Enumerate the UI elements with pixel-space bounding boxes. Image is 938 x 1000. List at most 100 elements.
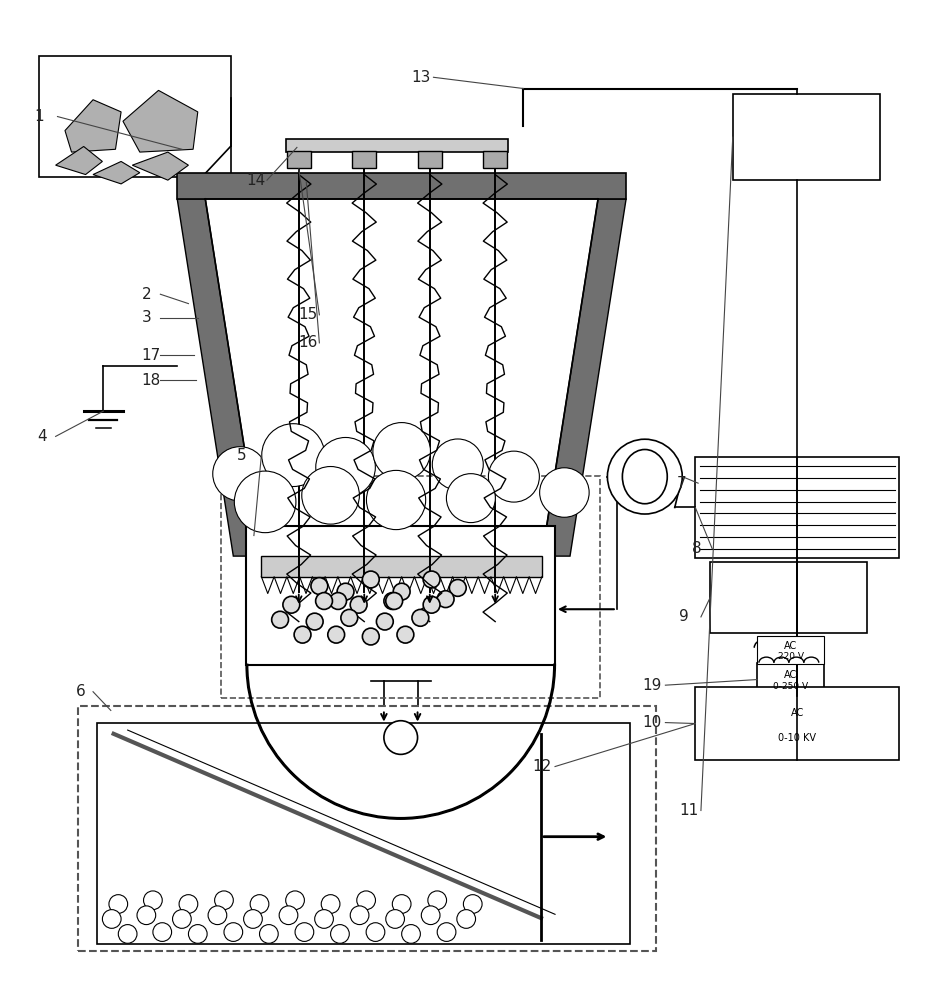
Bar — [757, 663, 825, 696]
Bar — [417, 151, 442, 168]
Bar — [247, 526, 555, 665]
Circle shape — [234, 471, 295, 533]
Circle shape — [463, 895, 482, 913]
Bar — [483, 151, 507, 168]
Text: AC: AC — [784, 670, 797, 680]
Circle shape — [421, 906, 440, 925]
Polygon shape — [65, 100, 121, 152]
Circle shape — [384, 593, 401, 609]
Circle shape — [327, 626, 344, 643]
Text: 2: 2 — [142, 287, 151, 302]
Circle shape — [356, 891, 375, 910]
Bar — [733, 94, 881, 180]
Circle shape — [401, 925, 420, 943]
Circle shape — [376, 613, 393, 630]
Circle shape — [412, 609, 429, 626]
Circle shape — [295, 626, 311, 643]
Circle shape — [260, 925, 279, 943]
Bar — [695, 457, 900, 558]
Circle shape — [109, 895, 128, 913]
Circle shape — [224, 923, 243, 941]
Circle shape — [489, 451, 539, 502]
Circle shape — [457, 910, 476, 928]
Circle shape — [302, 467, 359, 524]
Circle shape — [362, 628, 379, 645]
Text: 3: 3 — [142, 310, 151, 325]
Circle shape — [118, 925, 137, 943]
Circle shape — [386, 593, 402, 609]
Circle shape — [102, 910, 121, 928]
Bar — [710, 562, 868, 633]
Text: 11: 11 — [679, 803, 699, 818]
Text: AC: AC — [784, 641, 797, 651]
Circle shape — [213, 447, 267, 501]
Circle shape — [428, 891, 446, 910]
Circle shape — [329, 593, 346, 609]
Circle shape — [215, 891, 234, 910]
Text: 18: 18 — [142, 373, 161, 388]
Circle shape — [173, 910, 191, 928]
Text: 15: 15 — [299, 307, 318, 322]
Bar — [262, 556, 542, 577]
Circle shape — [446, 474, 495, 523]
Polygon shape — [55, 146, 102, 175]
Bar — [38, 56, 231, 177]
Polygon shape — [123, 90, 198, 152]
Bar — [757, 636, 825, 664]
Text: 12: 12 — [533, 759, 552, 774]
Circle shape — [330, 925, 349, 943]
Polygon shape — [93, 161, 140, 184]
Text: 4: 4 — [37, 429, 47, 444]
Text: 9: 9 — [679, 609, 689, 624]
Circle shape — [350, 596, 367, 613]
Text: 19: 19 — [642, 678, 661, 693]
Bar — [78, 706, 656, 951]
Circle shape — [295, 923, 313, 941]
Circle shape — [392, 895, 411, 913]
Circle shape — [307, 613, 323, 630]
Text: 5: 5 — [237, 448, 247, 463]
Text: 8: 8 — [691, 541, 702, 556]
Text: 220 V: 220 V — [778, 652, 804, 661]
Polygon shape — [132, 152, 189, 180]
Bar — [287, 151, 311, 168]
Circle shape — [321, 895, 340, 913]
Circle shape — [449, 579, 466, 596]
Text: 14: 14 — [247, 173, 265, 188]
Circle shape — [208, 906, 227, 925]
Circle shape — [367, 470, 426, 530]
Bar — [352, 151, 376, 168]
Circle shape — [362, 571, 379, 588]
Circle shape — [311, 578, 327, 594]
Circle shape — [397, 626, 414, 643]
Bar — [97, 723, 629, 944]
Circle shape — [423, 596, 440, 613]
Circle shape — [437, 591, 454, 608]
Circle shape — [432, 439, 483, 490]
Circle shape — [280, 906, 298, 925]
Circle shape — [384, 721, 417, 754]
Circle shape — [437, 923, 456, 941]
Circle shape — [272, 611, 289, 628]
Circle shape — [189, 925, 207, 943]
Circle shape — [179, 895, 198, 913]
Circle shape — [340, 609, 357, 626]
Circle shape — [423, 571, 440, 588]
Bar — [286, 139, 508, 152]
Text: AC: AC — [791, 708, 804, 718]
Polygon shape — [542, 199, 627, 556]
Text: 0-250 V: 0-250 V — [773, 682, 809, 691]
Text: 13: 13 — [411, 70, 431, 85]
Bar — [177, 173, 627, 199]
Circle shape — [393, 583, 410, 600]
Circle shape — [366, 923, 385, 941]
Text: 7: 7 — [676, 476, 687, 491]
Circle shape — [608, 439, 682, 514]
Ellipse shape — [623, 449, 667, 504]
Circle shape — [286, 891, 305, 910]
Circle shape — [539, 468, 589, 517]
Bar — [221, 476, 600, 698]
Circle shape — [316, 437, 375, 497]
Circle shape — [314, 910, 333, 928]
Circle shape — [350, 906, 369, 925]
